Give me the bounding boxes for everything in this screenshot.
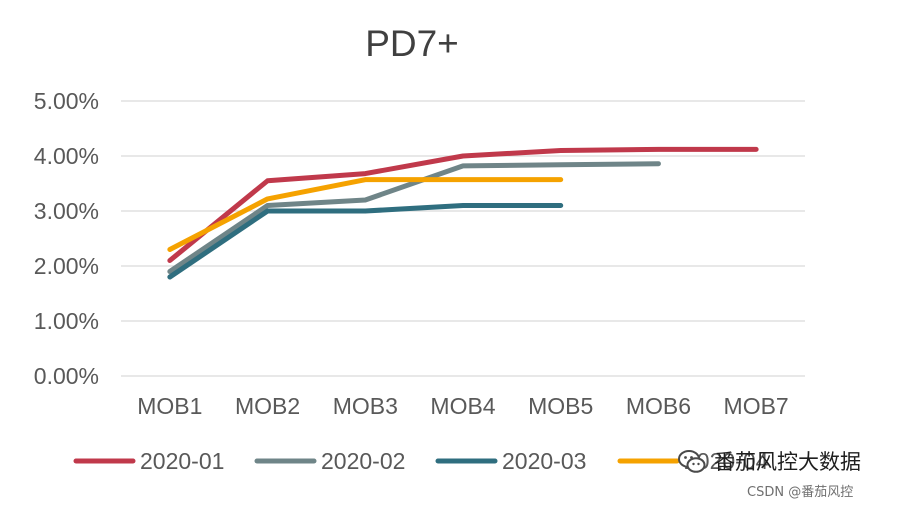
y-tick-label: 1.00%: [34, 308, 99, 334]
x-tick-label: MOB4: [430, 393, 495, 419]
x-tick-label: MOB7: [724, 393, 789, 419]
legend: 2020-01 2020-02 2020-03 2020-04: [73, 448, 769, 474]
series-line-2020-02: [167, 161, 661, 274]
y-axis-ticks: 0.00% 1.00% 2.00% 3.00% 4.00% 5.00%: [34, 88, 99, 389]
chart-title: PD7+: [365, 23, 459, 64]
y-tick-label: 5.00%: [34, 88, 99, 114]
series-layer: [167, 146, 759, 280]
x-tick-label: MOB1: [137, 393, 202, 419]
csdn-watermark: CSDN @番茄风控: [747, 485, 854, 500]
y-tick-label: 2.00%: [34, 253, 99, 279]
x-tick-label: MOB2: [235, 393, 300, 419]
x-tick-label: MOB3: [333, 393, 398, 419]
y-tick-label: 4.00%: [34, 143, 99, 169]
x-axis-ticks: MOB1 MOB2 MOB3 MOB4 MOB5 MOB6 MOB7: [137, 393, 788, 419]
wechat-watermark: 番茄风控大数据: [676, 446, 861, 478]
wechat-icon: [678, 450, 706, 473]
legend-label-2020-03: 2020-03: [502, 448, 586, 474]
x-tick-label: MOB5: [528, 393, 593, 419]
x-tick-label: MOB6: [626, 393, 691, 419]
legend-label-2020-01: 2020-01: [140, 448, 224, 474]
y-tick-label: 0.00%: [34, 363, 99, 389]
legend-label-2020-02: 2020-02: [321, 448, 405, 474]
wechat-watermark-text: 番茄风控大数据: [714, 449, 861, 474]
y-tick-label: 3.00%: [34, 198, 99, 224]
